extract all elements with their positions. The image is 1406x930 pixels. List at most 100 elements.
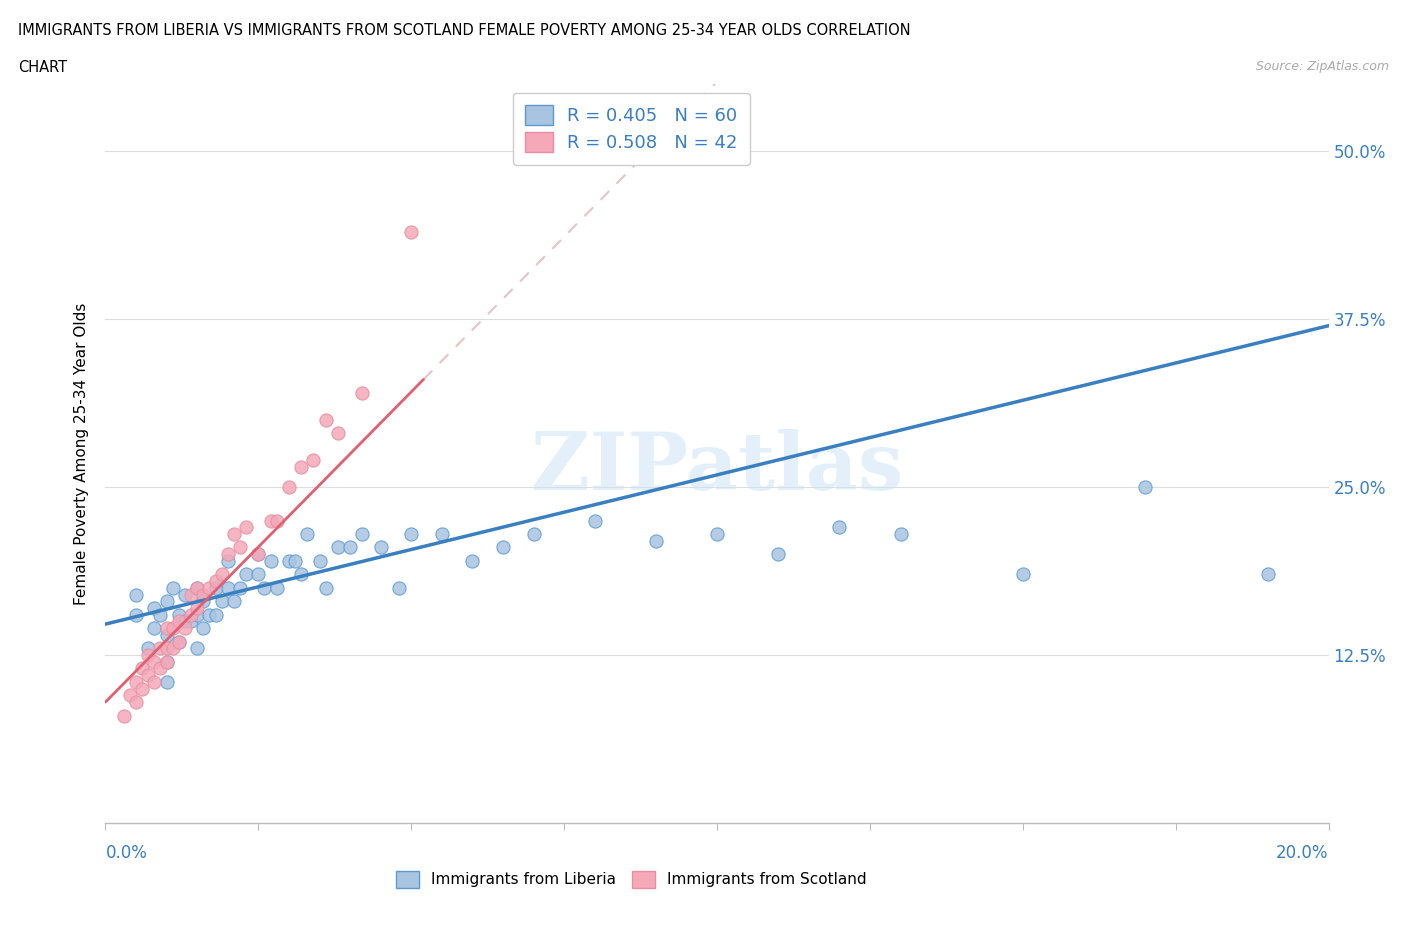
Point [222, 594, 245, 609]
Point [143, 674, 166, 689]
Point [302, 453, 325, 468]
Point [235, 567, 257, 582]
Point [125, 587, 148, 602]
Legend: Immigrants from Liberia, Immigrants from Scotland: Immigrants from Liberia, Immigrants from… [387, 862, 876, 897]
Point [125, 607, 148, 622]
Point [352, 526, 374, 541]
Point [186, 607, 208, 622]
Point [186, 641, 208, 656]
Point [229, 580, 252, 595]
Point [253, 580, 276, 595]
Y-axis label: Female Poverty Among 25-34 Year Olds: Female Poverty Among 25-34 Year Olds [75, 302, 90, 604]
Point [222, 526, 245, 541]
Point [644, 533, 666, 548]
Point [143, 655, 166, 670]
Point [315, 412, 337, 427]
Point [131, 661, 153, 676]
Point [308, 553, 330, 568]
Point [204, 607, 226, 622]
Point [180, 587, 202, 602]
Point [284, 553, 307, 568]
Point [155, 620, 177, 635]
Point [326, 426, 349, 441]
Point [174, 620, 197, 635]
Point [186, 580, 208, 595]
Point [162, 620, 184, 635]
Point [186, 580, 208, 595]
Point [297, 526, 319, 541]
Point [193, 587, 215, 602]
Point [180, 607, 202, 622]
Point [193, 620, 215, 635]
Point [1011, 567, 1033, 582]
Point [143, 601, 166, 616]
Point [131, 681, 153, 696]
Point [155, 655, 177, 670]
Point [193, 594, 215, 609]
Point [136, 641, 159, 656]
Point [186, 601, 208, 616]
Point [278, 553, 301, 568]
Point [198, 607, 221, 622]
Point [118, 688, 141, 703]
Point [155, 594, 177, 609]
Point [583, 513, 606, 528]
Point [211, 567, 233, 582]
Point [162, 641, 184, 656]
Point [211, 594, 233, 609]
Point [229, 540, 252, 555]
Point [217, 580, 239, 595]
Point [1133, 480, 1156, 495]
Point [1256, 567, 1278, 582]
Point [266, 513, 288, 528]
Text: 20.0%: 20.0% [1277, 844, 1329, 861]
Point [167, 614, 190, 629]
Point [247, 547, 270, 562]
Point [217, 547, 239, 562]
Point [143, 620, 166, 635]
Point [388, 580, 411, 595]
Text: 0.0%: 0.0% [105, 844, 148, 861]
Point [706, 526, 728, 541]
Point [155, 674, 177, 689]
Point [162, 580, 184, 595]
Point [828, 520, 851, 535]
Point [370, 540, 392, 555]
Point [174, 587, 197, 602]
Point [523, 526, 546, 541]
Text: Source: ZipAtlas.com: Source: ZipAtlas.com [1256, 60, 1389, 73]
Point [136, 668, 159, 683]
Point [167, 634, 190, 649]
Point [492, 540, 515, 555]
Point [112, 708, 135, 723]
Point [768, 547, 790, 562]
Point [217, 553, 239, 568]
Point [125, 695, 148, 710]
Point [259, 513, 281, 528]
Point [247, 547, 270, 562]
Point [352, 385, 374, 400]
Text: CHART: CHART [18, 60, 67, 75]
Point [430, 526, 453, 541]
Point [401, 224, 423, 239]
Point [149, 661, 172, 676]
Point [125, 674, 148, 689]
Point [149, 641, 172, 656]
Point [155, 628, 177, 643]
Point [136, 647, 159, 662]
Point [155, 641, 177, 656]
Point [167, 634, 190, 649]
Point [266, 580, 288, 595]
Point [290, 459, 312, 474]
Point [315, 580, 337, 595]
Point [326, 540, 349, 555]
Point [889, 526, 911, 541]
Point [180, 614, 202, 629]
Point [204, 574, 226, 589]
Point [259, 553, 281, 568]
Point [247, 567, 270, 582]
Point [149, 607, 172, 622]
Point [339, 540, 361, 555]
Point [290, 567, 312, 582]
Point [174, 614, 197, 629]
